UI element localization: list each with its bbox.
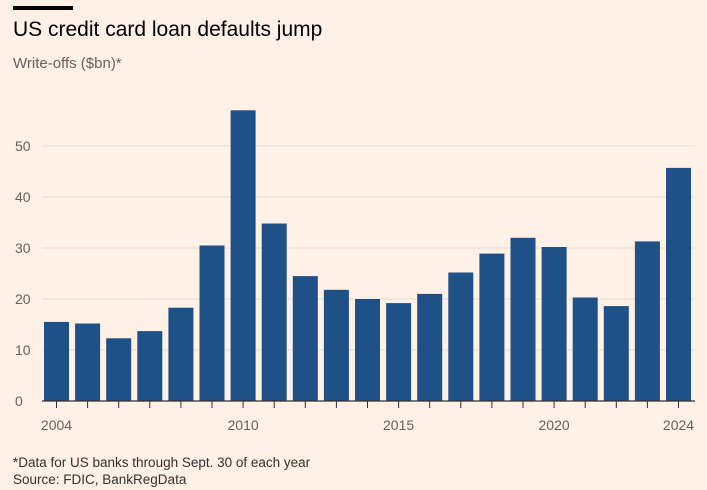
bar-2024 (666, 167, 691, 401)
bar-2018 (479, 253, 505, 401)
bar-2020 (541, 247, 567, 401)
bars (44, 110, 691, 402)
bar-chart: 0 10 20 30 40 50 2004 2010 2015 2020 2024 (15, 110, 695, 433)
bar-2022 (603, 306, 629, 401)
x-tick-label: 2015 (383, 417, 414, 433)
x-tick-label: 2024 (663, 417, 694, 433)
y-tick-label: 20 (15, 291, 31, 307)
x-axis: 2004 2010 2015 2020 2024 (41, 400, 695, 433)
bar-2007 (137, 331, 163, 401)
bar-2016 (417, 293, 443, 401)
bar-2005 (75, 323, 101, 401)
y-tick-label: 0 (15, 393, 23, 409)
bar-2021 (572, 297, 598, 401)
x-tick-label: 2020 (539, 417, 570, 433)
x-tick-label: 2010 (228, 417, 259, 433)
bar-2015 (386, 303, 412, 401)
bar-2013 (323, 289, 349, 401)
y-tick-label: 10 (15, 342, 31, 358)
y-tick-label: 40 (15, 189, 31, 205)
y-axis-labels: 0 10 20 30 40 50 (15, 138, 31, 409)
bar-2010 (230, 110, 256, 402)
bar-2017 (448, 272, 474, 401)
y-tick-label: 30 (15, 240, 31, 256)
chart-title: US credit card loan defaults jump (13, 18, 323, 41)
bar-2012 (292, 276, 318, 401)
bar-2006 (106, 338, 132, 401)
bar-2008 (168, 307, 194, 401)
bar-2023 (634, 241, 660, 401)
chart-subtitle: Write-offs ($bn)* (13, 55, 122, 72)
bar-2004 (44, 321, 69, 401)
footnote: *Data for US banks through Sept. 30 of e… (13, 455, 311, 470)
brand-rule (13, 6, 73, 10)
bar-2019 (510, 237, 536, 401)
bar-2011 (261, 223, 287, 401)
x-tick-label: 2004 (41, 417, 72, 433)
y-tick-label: 50 (15, 138, 31, 154)
bar-2009 (199, 245, 225, 401)
source-note: Source: FDIC, BankRegData (13, 472, 187, 487)
bar-2014 (355, 299, 380, 401)
